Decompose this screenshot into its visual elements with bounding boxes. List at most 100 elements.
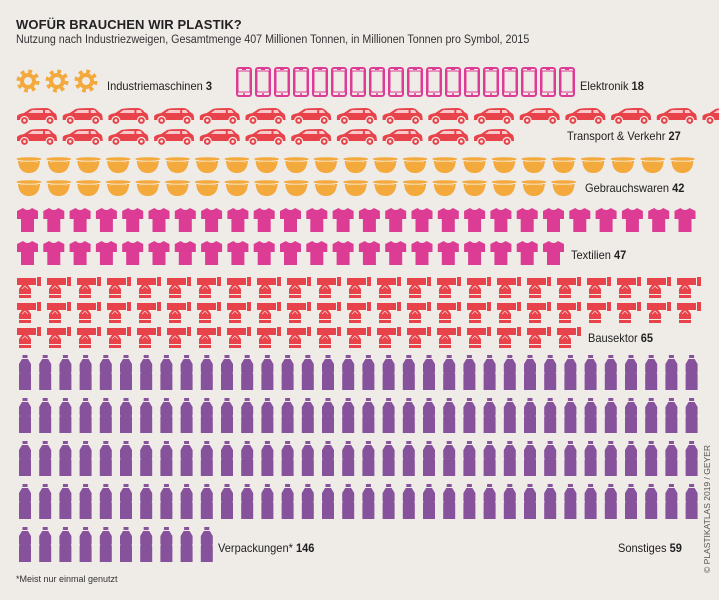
bottle-icon	[180, 355, 193, 390]
tshirt-icon	[280, 208, 301, 232]
category-label-transport: Transport & Verkehr 27	[567, 129, 681, 143]
bottle-icon	[423, 484, 435, 519]
bottle-icon	[443, 398, 456, 433]
bottle-icon	[544, 355, 557, 390]
tshirt-icon	[543, 208, 564, 232]
tshirt-icon	[358, 241, 380, 265]
car-icon	[382, 128, 424, 146]
bowl-icon	[16, 157, 42, 174]
bottle-icon	[402, 398, 415, 433]
category-value: 146	[295, 541, 315, 555]
bottle-icon	[281, 355, 294, 390]
car-icon	[16, 128, 58, 146]
bottle-icon	[301, 398, 314, 433]
bowl-icon	[313, 180, 339, 197]
bottle-icon	[645, 484, 658, 519]
car-icon	[290, 128, 332, 146]
bowl-icon	[283, 180, 310, 197]
car-icon	[199, 107, 241, 125]
bottle-icon	[281, 398, 294, 433]
bottle-icon	[261, 441, 274, 476]
bowl-icon	[223, 180, 250, 197]
pipe-fitting-icon	[646, 277, 672, 299]
car-icon	[382, 107, 424, 125]
tshirt-icon	[464, 208, 486, 232]
tshirt-icon	[674, 208, 696, 232]
pipe-fitting-icon	[406, 302, 432, 324]
bottle-icon	[443, 441, 456, 476]
category-name: Sonstiges	[618, 541, 667, 555]
pipe-fitting-icon	[106, 302, 132, 324]
car-icon	[610, 107, 652, 125]
bottle-icon	[200, 484, 213, 519]
bottle-icon	[362, 355, 375, 390]
bottle-icon	[39, 398, 52, 433]
bottle-icon	[625, 441, 637, 476]
bowl-icon	[164, 180, 191, 197]
car-icon	[427, 107, 469, 125]
bottle-icon	[382, 398, 395, 433]
tshirt-icon	[122, 241, 144, 265]
bottle-icon	[19, 484, 31, 519]
bottle-icon	[140, 355, 153, 390]
bottle-icon	[584, 484, 597, 519]
bottle-icon	[261, 484, 274, 519]
tshirt-icon	[437, 208, 459, 232]
pipe-fitting-icon	[376, 327, 402, 349]
bottle-icon	[503, 398, 516, 433]
bottle-icon	[322, 484, 334, 519]
car-icon	[336, 128, 378, 146]
smartphone-icon	[502, 67, 518, 97]
bottle-icon	[261, 398, 274, 433]
tshirt-icon	[332, 208, 354, 232]
tshirt-icon	[411, 241, 433, 265]
bottle-icon	[342, 355, 355, 390]
pipe-fitting-icon	[376, 302, 402, 324]
bottle-icon	[443, 355, 456, 390]
bottle-icon	[584, 441, 597, 476]
pipe-fitting-icon	[196, 327, 222, 349]
bowl-icon	[75, 157, 102, 174]
pipe-fitting-icon	[586, 277, 612, 299]
bottle-icon	[140, 398, 153, 433]
bottle-icon	[59, 527, 72, 562]
pipe-fitting-icon	[616, 277, 642, 299]
tshirt-icon	[490, 208, 512, 232]
car-icon	[62, 107, 104, 125]
bottle-icon	[79, 355, 92, 390]
gear-icon	[45, 69, 69, 93]
bottle-icon	[200, 355, 213, 390]
bottle-icon	[544, 398, 557, 433]
car-icon	[153, 128, 195, 146]
pipe-fitting-icon	[46, 327, 72, 349]
bottle-icon	[463, 441, 476, 476]
tshirt-icon	[253, 208, 275, 232]
bowl-icon	[194, 180, 221, 197]
bowl-icon	[45, 180, 72, 197]
bottle-icon	[160, 484, 173, 519]
bowl-icon	[105, 180, 132, 197]
pipe-fitting-icon	[196, 302, 222, 324]
smartphone-icon	[407, 67, 423, 97]
tshirt-icon	[95, 241, 117, 265]
bottle-icon	[342, 484, 355, 519]
bottle-icon	[423, 355, 435, 390]
bowl-icon	[461, 180, 488, 197]
tshirt-icon	[306, 241, 328, 265]
bottle-icon	[685, 355, 698, 390]
gear-icon	[16, 69, 40, 93]
car-icon	[701, 107, 719, 125]
bowl-icon	[402, 180, 429, 197]
bottle-icon	[180, 527, 193, 562]
bottle-icon	[564, 355, 577, 390]
bottle-icon	[544, 484, 557, 519]
pipe-fitting-icon	[106, 277, 132, 299]
bottle-icon	[99, 355, 112, 390]
bottle-icon	[524, 441, 536, 476]
pipe-fitting-icon	[286, 277, 312, 299]
bottle-icon	[503, 484, 516, 519]
pipe-fitting-icon	[16, 277, 42, 299]
bottle-icon	[301, 355, 314, 390]
car-icon	[473, 128, 515, 146]
bottle-icon	[59, 398, 72, 433]
